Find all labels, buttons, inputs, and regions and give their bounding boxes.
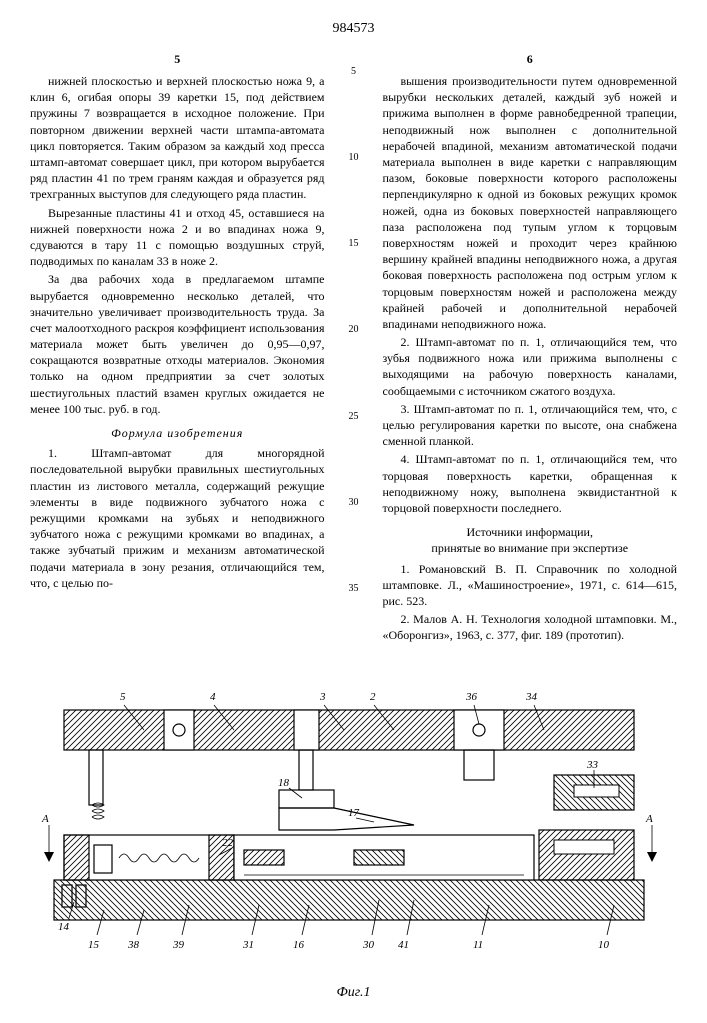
- svg-text:5: 5: [120, 691, 126, 703]
- line-numbers: 5 10 15 20 25 30 35: [345, 51, 363, 646]
- svg-text:3: 3: [319, 691, 326, 703]
- line-num: 10: [345, 151, 363, 165]
- source: 2. Малов А. Н. Технология холодной штамп…: [383, 611, 678, 643]
- line-num: 25: [345, 410, 363, 424]
- para: вышения производительности путем одновре…: [383, 73, 678, 332]
- para: 4. Штамп-автомат по п. 1, отличающийся т…: [383, 451, 678, 516]
- para: За два рабочих хода в предлагаемом штамп…: [30, 271, 325, 417]
- svg-text:38: 38: [127, 939, 140, 951]
- column-left: 5 нижней плоскостью и верхней плоскостью…: [30, 51, 325, 646]
- patent-number: 984573: [30, 20, 677, 39]
- svg-text:30: 30: [362, 939, 375, 951]
- line-num: 20: [345, 323, 363, 337]
- svg-text:36: 36: [465, 691, 478, 703]
- svg-text:18: 18: [278, 777, 290, 789]
- line-num: 15: [345, 237, 363, 251]
- svg-text:41: 41: [398, 939, 409, 951]
- line-num: 30: [345, 496, 363, 510]
- svg-text:22: 22: [222, 837, 234, 849]
- sources-title: Источники информации, принятые во вниман…: [383, 524, 678, 556]
- svg-text:16: 16: [293, 939, 305, 951]
- line-num: 35: [345, 582, 363, 596]
- source: 1. Романовский В. П. Справочник по холод…: [383, 561, 678, 610]
- svg-text:4: 4: [210, 691, 216, 703]
- line-num: 5: [345, 65, 363, 79]
- svg-text:14: 14: [58, 921, 70, 933]
- para: 2. Штамп-автомат по п. 1, отличающийся т…: [383, 334, 678, 399]
- column-right: 6 вышения производительности путем однов…: [383, 51, 678, 646]
- svg-text:39: 39: [172, 939, 185, 951]
- col-num-right: 6: [383, 51, 678, 67]
- formula-title: Формула изобретения: [30, 425, 325, 441]
- svg-text:17: 17: [348, 807, 360, 819]
- svg-text:11: 11: [473, 939, 483, 951]
- svg-text:31: 31: [242, 939, 254, 951]
- col-num-left: 5: [30, 51, 325, 67]
- claim: 1. Штамп-автомат для многорядной последо…: [30, 445, 325, 591]
- text-columns: 5 нижней плоскостью и верхней плоскостью…: [30, 51, 677, 646]
- svg-text:A: A: [645, 813, 653, 825]
- svg-text:33: 33: [586, 759, 599, 771]
- svg-text:34: 34: [525, 691, 538, 703]
- svg-text:15: 15: [88, 939, 100, 951]
- svg-text:10: 10: [598, 939, 610, 951]
- svg-text:A: A: [41, 813, 49, 825]
- figure-1: 5 4 3 2 36 34 33 18 17 22 14 15 38 39 31…: [30, 665, 677, 1002]
- para: Вырезанные пластины 41 и отход 45, остав…: [30, 205, 325, 270]
- svg-text:2: 2: [370, 691, 376, 703]
- para: нижней плоскостью и верхней плоскостью н…: [30, 73, 325, 203]
- para: 3. Штамп-автомат по п. 1, отличающийся т…: [383, 401, 678, 450]
- technical-drawing: 5 4 3 2 36 34 33 18 17 22 14 15 38 39 31…: [34, 665, 674, 975]
